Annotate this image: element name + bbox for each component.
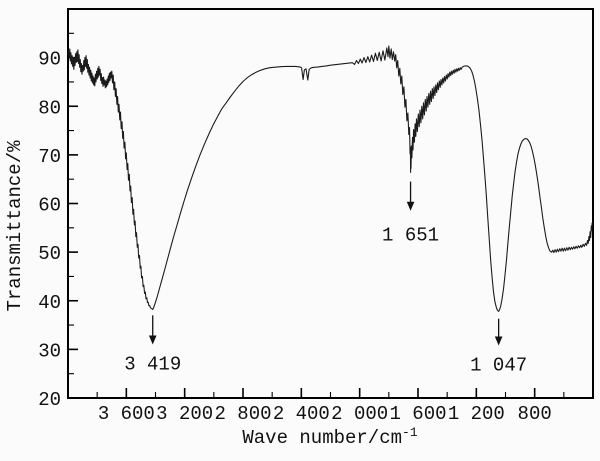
x-tick-label: 3 600 <box>98 403 155 425</box>
x-tick-label: 2 000 <box>331 403 388 425</box>
x-tick-label: 1 200 <box>448 403 505 425</box>
x-tick-label: 1 600 <box>389 403 446 425</box>
y-axis-title: Transmittance/% <box>4 140 26 312</box>
peak-label: 3 419 <box>124 354 181 376</box>
x-tick-label: 800 <box>518 403 552 425</box>
peak-label: 1 047 <box>470 354 527 376</box>
y-tick-label: 60 <box>38 195 61 217</box>
y-tick-label: 50 <box>38 243 61 265</box>
y-tick-label: 90 <box>38 49 61 71</box>
y-tick-label: 70 <box>38 146 61 168</box>
y-tick-label: 20 <box>38 389 61 411</box>
spectrum-curve <box>67 45 593 312</box>
x-tick-label: 2 400 <box>273 403 330 425</box>
x-tick-label: 3 200 <box>156 403 213 425</box>
plot-frame <box>67 8 594 399</box>
peak-label: 1 651 <box>382 225 439 247</box>
y-tick-label: 80 <box>38 97 61 119</box>
y-tick-label: 30 <box>38 340 61 362</box>
x-tick-label: 2 800 <box>214 403 271 425</box>
y-tick-label: 40 <box>38 292 61 314</box>
x-axis-title: Wave number/cm-1 <box>242 425 417 449</box>
peak-arrow-head-icon <box>406 201 415 211</box>
peak-arrow-head-icon <box>494 336 503 346</box>
peak-arrow-head-icon <box>148 335 157 345</box>
